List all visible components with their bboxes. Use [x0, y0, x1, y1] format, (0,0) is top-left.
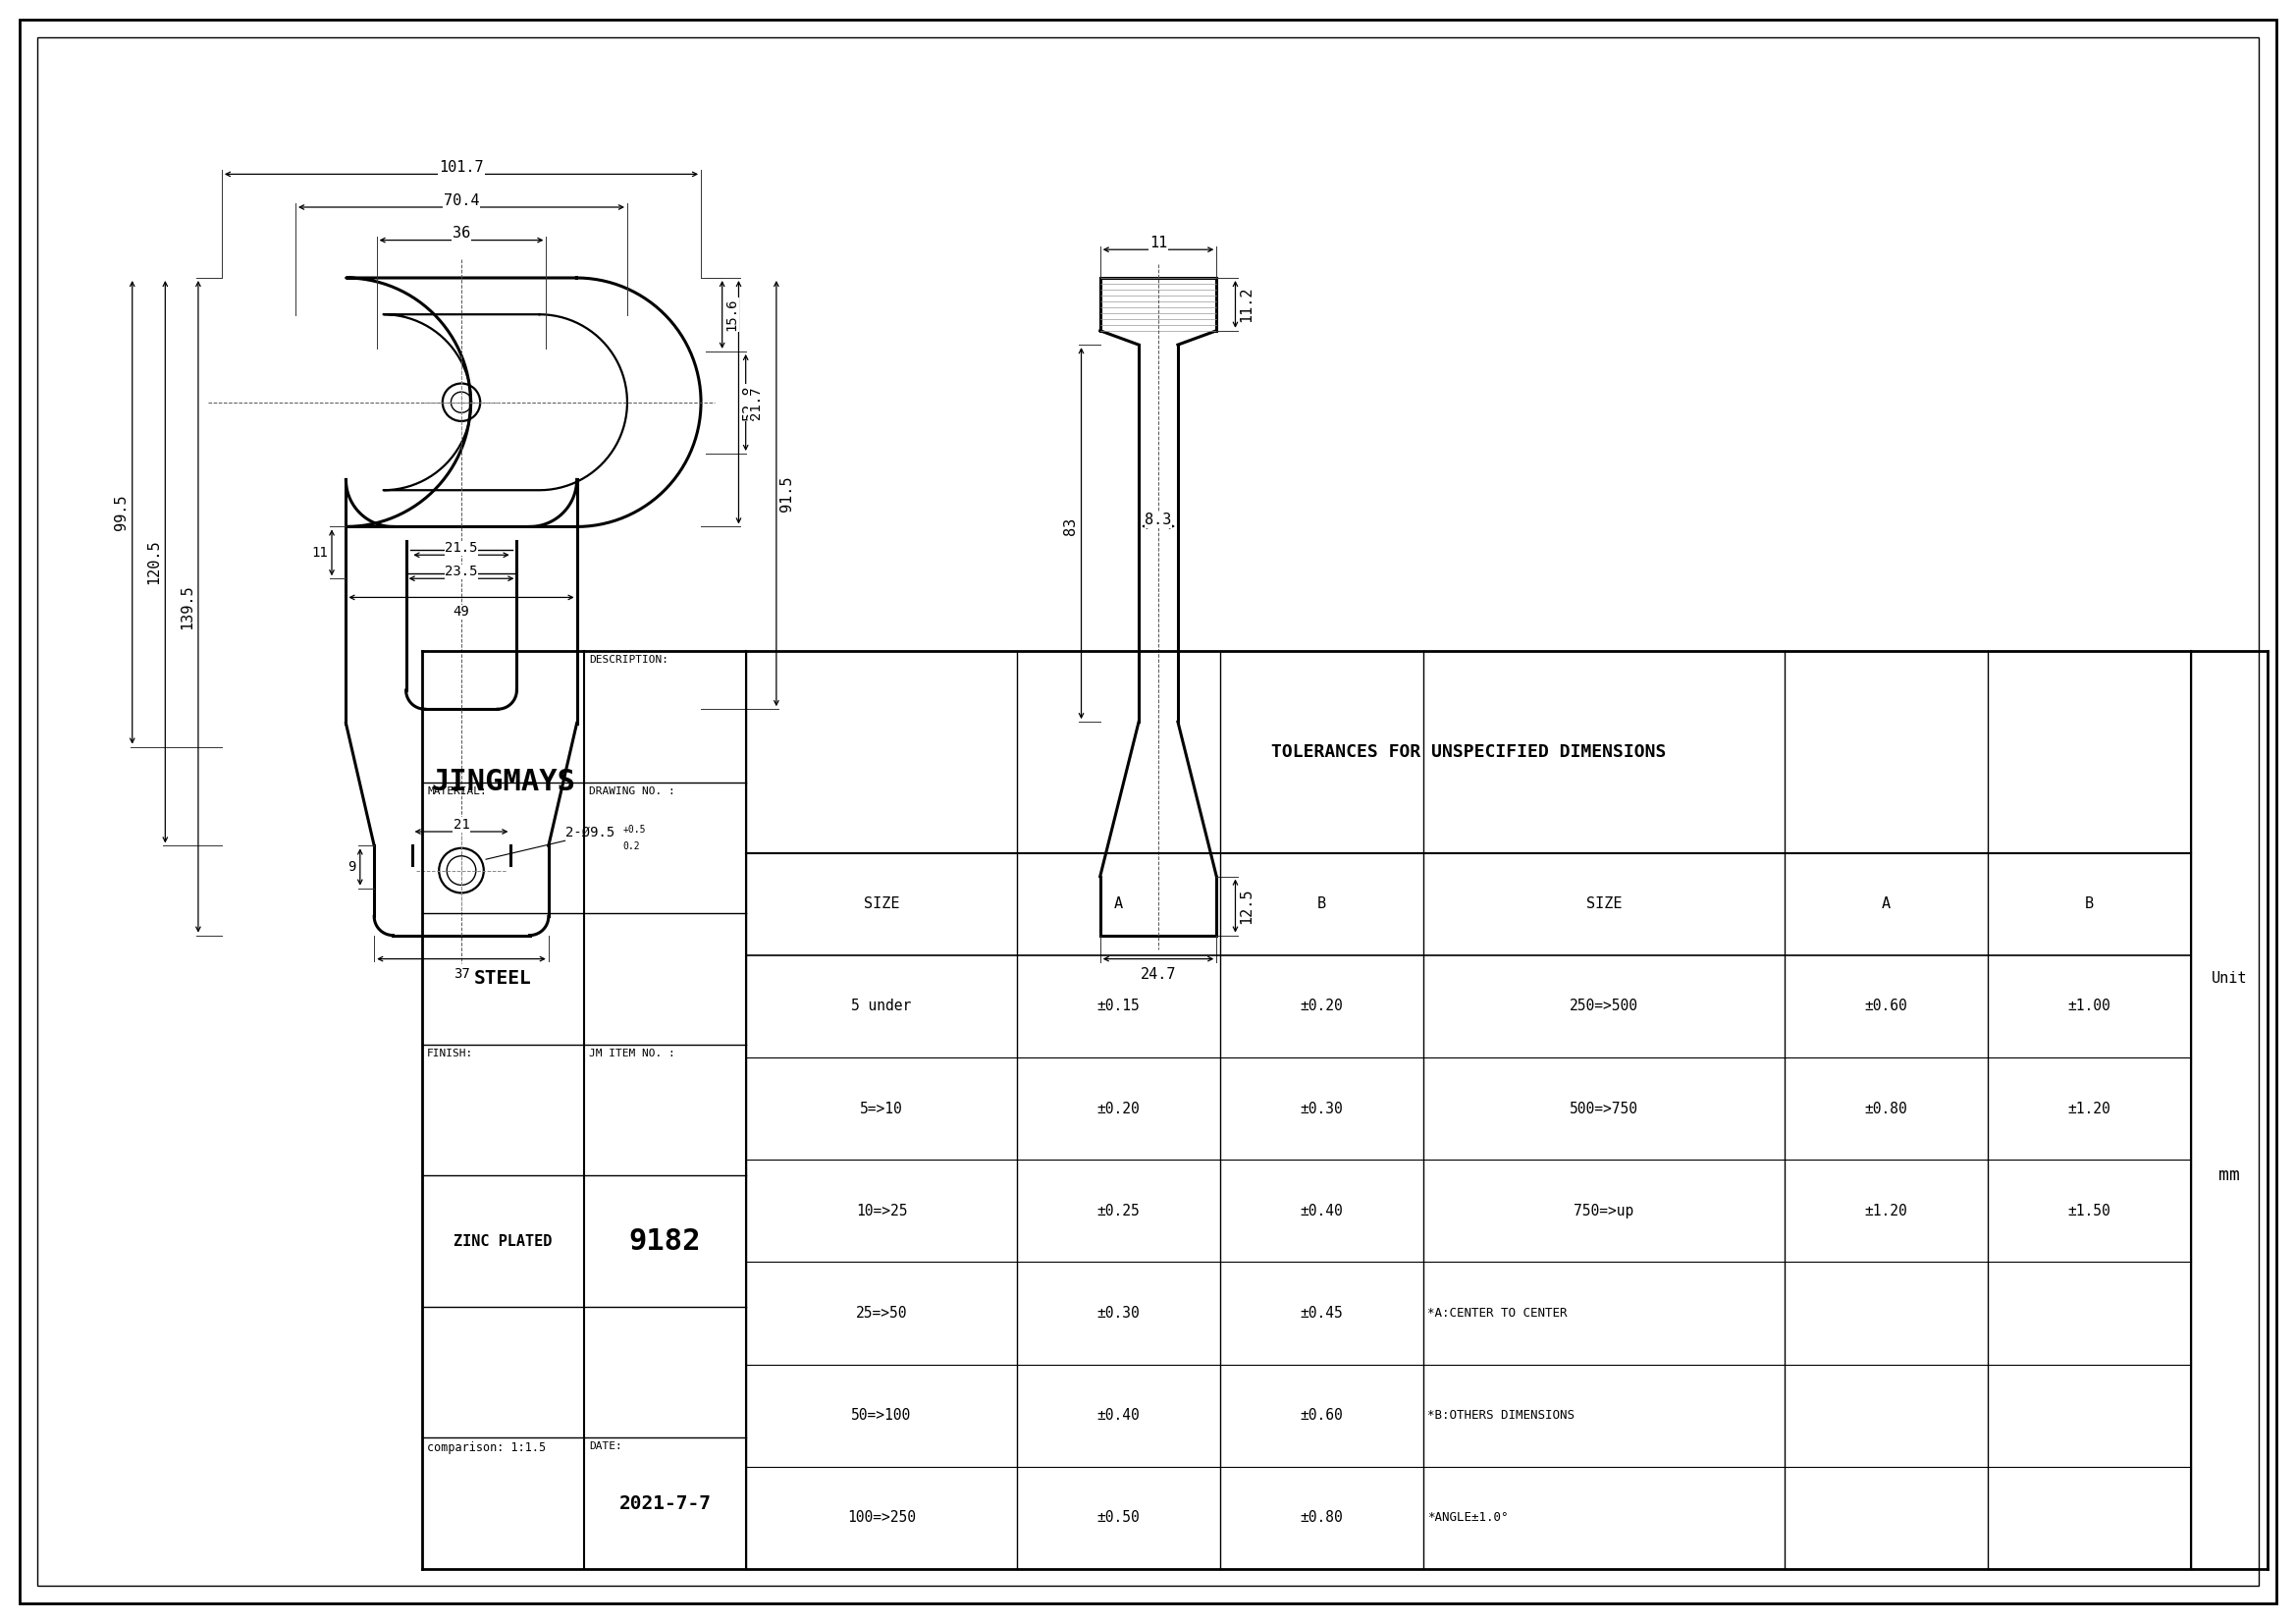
- Text: 500=>750: 500=>750: [1570, 1102, 1639, 1117]
- Text: 21.7: 21.7: [748, 386, 762, 419]
- Text: SIZE: SIZE: [1587, 898, 1621, 912]
- Text: 11: 11: [1150, 235, 1166, 250]
- Text: ±0.40: ±0.40: [1097, 1409, 1141, 1423]
- Text: +0.5: +0.5: [622, 824, 645, 834]
- Text: *A:CENTER TO CENTER: *A:CENTER TO CENTER: [1428, 1307, 1568, 1319]
- Text: 10=>25: 10=>25: [856, 1204, 907, 1219]
- Text: TOLERANCES FOR UNSPECIFIED DIMENSIONS: TOLERANCES FOR UNSPECIFIED DIMENSIONS: [1272, 743, 1667, 761]
- Text: 120.5: 120.5: [147, 539, 161, 584]
- Text: B: B: [2085, 898, 2094, 912]
- Text: DATE:: DATE:: [590, 1441, 622, 1451]
- Text: 2-Ø9.5: 2-Ø9.5: [565, 824, 615, 839]
- Text: STEEL: STEEL: [475, 969, 533, 988]
- Text: 12.5: 12.5: [1240, 888, 1254, 923]
- Text: 23.5: 23.5: [445, 565, 478, 578]
- Text: 5=>10: 5=>10: [861, 1102, 902, 1117]
- Text: 99.5: 99.5: [113, 495, 129, 531]
- Text: 0.2: 0.2: [622, 842, 641, 852]
- Text: MATERIAL:: MATERIAL:: [427, 786, 487, 795]
- Text: 25=>50: 25=>50: [856, 1307, 907, 1321]
- Text: ±0.60: ±0.60: [1864, 1000, 1908, 1014]
- Text: mm: mm: [2218, 1167, 2241, 1185]
- Text: ±0.30: ±0.30: [1300, 1102, 1343, 1117]
- Text: 9: 9: [349, 860, 356, 873]
- Text: FINISH:: FINISH:: [427, 1048, 473, 1058]
- Text: B: B: [1318, 898, 1327, 912]
- Text: 70.4: 70.4: [443, 193, 480, 208]
- Text: 8.3: 8.3: [1146, 513, 1171, 527]
- Text: 36: 36: [452, 226, 471, 240]
- Text: ±0.60: ±0.60: [1300, 1409, 1343, 1423]
- Text: ±1.20: ±1.20: [1864, 1204, 1908, 1219]
- Text: ±0.25: ±0.25: [1097, 1204, 1141, 1219]
- Text: 83: 83: [1063, 518, 1077, 536]
- Text: JINGMAYS: JINGMAYS: [432, 768, 576, 797]
- Text: A: A: [1114, 898, 1123, 912]
- Text: ZINC PLATED: ZINC PLATED: [455, 1233, 553, 1248]
- Text: 49: 49: [452, 605, 471, 618]
- Text: ±0.15: ±0.15: [1097, 1000, 1141, 1014]
- Text: 100=>250: 100=>250: [847, 1511, 916, 1526]
- Text: ±0.50: ±0.50: [1097, 1511, 1141, 1526]
- Text: 2021-7-7: 2021-7-7: [620, 1495, 712, 1513]
- Text: *ANGLE±1.0°: *ANGLE±1.0°: [1428, 1511, 1508, 1524]
- Text: ±0.80: ±0.80: [1300, 1511, 1343, 1526]
- Text: 91.5: 91.5: [778, 476, 794, 511]
- Text: 37: 37: [452, 967, 471, 980]
- Text: ±0.20: ±0.20: [1097, 1102, 1141, 1117]
- Text: 9182: 9182: [629, 1227, 700, 1255]
- Text: ±0.30: ±0.30: [1097, 1307, 1141, 1321]
- Text: JM ITEM NO. :: JM ITEM NO. :: [590, 1048, 675, 1058]
- Text: DESCRIPTION:: DESCRIPTION:: [590, 656, 668, 665]
- Text: ±0.45: ±0.45: [1300, 1307, 1343, 1321]
- Text: 52.8: 52.8: [742, 385, 755, 420]
- Text: 139.5: 139.5: [179, 584, 195, 630]
- Text: A: A: [1883, 898, 1890, 912]
- Text: 15.6: 15.6: [726, 299, 739, 331]
- Text: ±0.20: ±0.20: [1300, 1000, 1343, 1014]
- Text: 11: 11: [312, 545, 328, 560]
- Text: Unit: Unit: [2211, 972, 2248, 987]
- Text: 21.5: 21.5: [445, 540, 478, 555]
- Text: comparison: 1:1.5: comparison: 1:1.5: [427, 1441, 546, 1454]
- Text: 21: 21: [452, 818, 471, 831]
- Text: SIZE: SIZE: [863, 898, 900, 912]
- Text: 101.7: 101.7: [439, 161, 484, 175]
- Text: ±0.80: ±0.80: [1864, 1102, 1908, 1117]
- Text: DRAWING NO. :: DRAWING NO. :: [590, 786, 675, 795]
- Text: ±1.00: ±1.00: [2069, 1000, 2110, 1014]
- Text: ±1.20: ±1.20: [2069, 1102, 2110, 1117]
- Text: 250=>500: 250=>500: [1570, 1000, 1639, 1014]
- Text: *B:OTHERS DIMENSIONS: *B:OTHERS DIMENSIONS: [1428, 1409, 1575, 1422]
- Text: 11.2: 11.2: [1240, 286, 1254, 323]
- Text: ±1.50: ±1.50: [2069, 1204, 2110, 1219]
- Text: 5 under: 5 under: [852, 1000, 912, 1014]
- Text: ±0.40: ±0.40: [1300, 1204, 1343, 1219]
- Text: 24.7: 24.7: [1141, 967, 1176, 982]
- Text: 750=>up: 750=>up: [1573, 1204, 1635, 1219]
- Text: 50=>100: 50=>100: [852, 1409, 912, 1423]
